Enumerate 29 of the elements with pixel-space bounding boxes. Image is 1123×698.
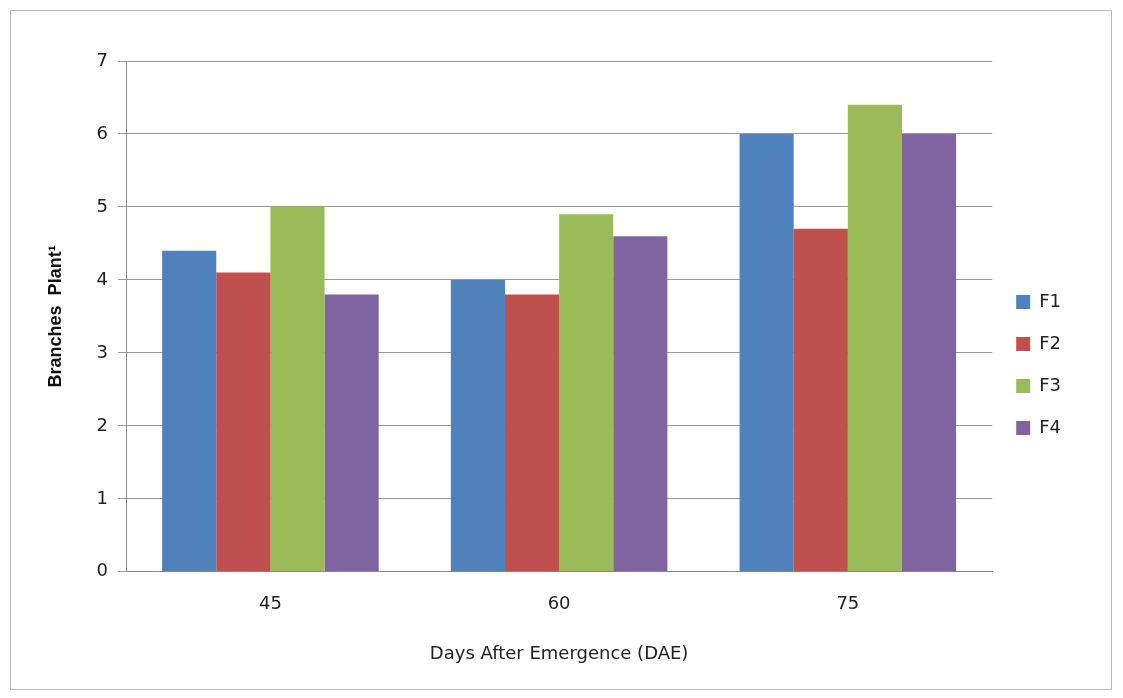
bar (324, 294, 379, 572)
bar (450, 279, 505, 572)
bar (739, 133, 794, 572)
x-tick-label: 60 (547, 592, 571, 614)
bar (162, 250, 217, 572)
y-tick-label: 2 (96, 413, 109, 435)
bar (504, 294, 560, 572)
legend-label: F3 (1039, 373, 1062, 395)
y-tick-label: 1 (96, 486, 109, 508)
legend-label: F1 (1039, 289, 1062, 311)
bar (901, 133, 957, 572)
y-tick-label: 6 (96, 121, 109, 143)
legend-label: F2 (1039, 331, 1062, 353)
bar (559, 214, 614, 572)
y-tick-label: 3 (96, 340, 109, 362)
bar (270, 206, 325, 572)
y-tick-label: 0 (96, 559, 109, 581)
y-axis-title: Branches Plant¹ (44, 245, 65, 388)
y-tick-label: 4 (96, 267, 109, 289)
x-tick-label: 75 (836, 592, 860, 614)
y-tick-label: 7 (96, 48, 109, 70)
y-tick-label: 5 (96, 194, 109, 216)
bar (216, 272, 271, 572)
bar (793, 228, 848, 572)
bar (847, 104, 902, 572)
legend-label: F4 (1039, 415, 1062, 437)
x-tick-label: 45 (258, 592, 282, 614)
x-axis-title: Days After Emergence (DAE) (429, 641, 689, 663)
bar (613, 236, 668, 572)
